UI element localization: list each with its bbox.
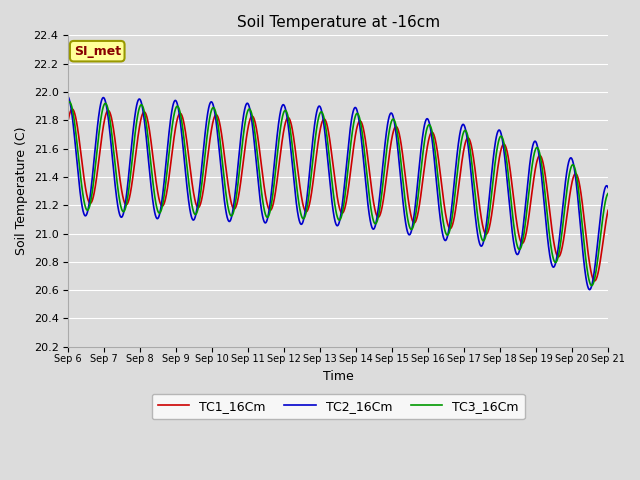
X-axis label: Time: Time bbox=[323, 370, 353, 383]
TC2_16Cm bbox=[391, 121, 399, 127]
TC1_16Cm bbox=[591, 278, 598, 284]
Title: Soil Temperature at -16cm: Soil Temperature at -16cm bbox=[237, 15, 440, 30]
TC1_16Cm bbox=[215, 118, 223, 124]
Line: TC1_16Cm: TC1_16Cm bbox=[68, 109, 608, 281]
TC1_16Cm bbox=[391, 125, 399, 131]
Text: SI_met: SI_met bbox=[74, 45, 121, 58]
TC1_16Cm bbox=[68, 106, 76, 112]
TC2_16Cm bbox=[586, 287, 593, 292]
TC2_16Cm bbox=[604, 185, 612, 191]
TC3_16Cm bbox=[180, 136, 188, 142]
TC1_16Cm bbox=[401, 165, 408, 170]
TC1_16Cm bbox=[180, 121, 188, 127]
TC2_16Cm bbox=[604, 184, 612, 190]
TC1_16Cm bbox=[604, 208, 612, 214]
Y-axis label: Soil Temperature (C): Soil Temperature (C) bbox=[15, 127, 28, 255]
TC2_16Cm bbox=[65, 94, 72, 100]
Legend: TC1_16Cm, TC2_16Cm, TC3_16Cm: TC1_16Cm, TC2_16Cm, TC3_16Cm bbox=[152, 394, 525, 419]
TC3_16Cm bbox=[215, 131, 223, 136]
TC3_16Cm bbox=[65, 99, 73, 105]
TC2_16Cm bbox=[553, 255, 561, 261]
TC1_16Cm bbox=[604, 207, 612, 213]
TC1_16Cm bbox=[553, 252, 561, 258]
TC3_16Cm bbox=[604, 191, 612, 196]
TC3_16Cm bbox=[65, 100, 72, 106]
TC3_16Cm bbox=[588, 283, 596, 288]
Line: TC2_16Cm: TC2_16Cm bbox=[68, 97, 608, 289]
TC3_16Cm bbox=[553, 258, 561, 264]
TC3_16Cm bbox=[604, 191, 612, 196]
Line: TC3_16Cm: TC3_16Cm bbox=[68, 102, 608, 286]
TC3_16Cm bbox=[401, 190, 408, 196]
TC2_16Cm bbox=[215, 145, 223, 151]
TC1_16Cm bbox=[65, 117, 72, 122]
TC2_16Cm bbox=[180, 153, 188, 159]
TC2_16Cm bbox=[400, 209, 408, 215]
TC3_16Cm bbox=[391, 118, 399, 124]
